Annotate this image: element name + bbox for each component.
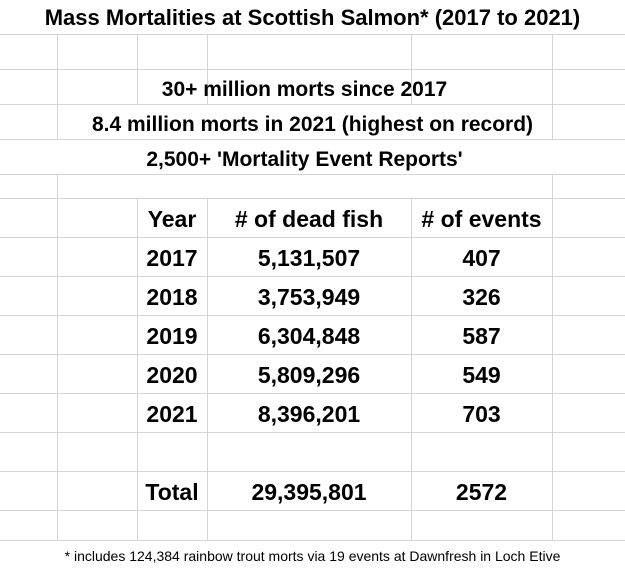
dead-fish-cell: 3,753,949 <box>257 284 361 310</box>
gridline <box>0 432 625 433</box>
dead-fish-cell: 5,809,296 <box>257 362 361 388</box>
gridline <box>0 69 625 70</box>
gridline <box>552 34 553 540</box>
merged-cell <box>58 175 551 198</box>
events-cell: 549 <box>462 362 501 388</box>
events-cell: 703 <box>462 401 501 427</box>
gridline <box>0 471 625 472</box>
gridline <box>0 237 625 238</box>
gridline <box>0 139 625 140</box>
header-year: Year <box>147 206 197 232</box>
merged-cell <box>0 140 625 174</box>
events-cell: 587 <box>462 323 501 349</box>
gridline <box>0 393 625 394</box>
summary-event-reports: 2,500+ 'Mortality Event Reports' <box>146 148 463 171</box>
dead-fish-cell: 8,396,201 <box>257 401 361 427</box>
year-cell: 2019 <box>146 323 198 349</box>
total-dead-fish: 29,395,801 <box>251 479 367 505</box>
gridline <box>0 540 625 541</box>
merged-cell <box>58 105 551 139</box>
gridline <box>0 104 625 105</box>
footnote: * includes 124,384 rainbow trout morts v… <box>64 548 561 564</box>
year-cell: 2020 <box>146 362 198 388</box>
gridline <box>0 198 625 199</box>
merged-cell <box>0 541 625 572</box>
gridline <box>0 276 625 277</box>
year-cell: 2017 <box>146 245 198 271</box>
gridline <box>207 34 208 540</box>
events-cell: 326 <box>462 284 501 310</box>
dead-fish-cell: 6,304,848 <box>257 323 361 349</box>
gridline <box>137 34 138 540</box>
year-cell: 2021 <box>146 401 198 427</box>
total-label: Total <box>145 479 199 505</box>
header-dead-fish: # of dead fish <box>234 206 384 232</box>
gridline <box>57 34 58 540</box>
gridline <box>0 315 625 316</box>
summary-2021-morts: 8.4 million morts in 2021 (highest on re… <box>91 113 534 136</box>
events-cell: 407 <box>462 245 501 271</box>
gridline <box>57 104 58 140</box>
gridline <box>552 174 553 198</box>
gridline <box>411 34 412 540</box>
gridline <box>0 510 625 511</box>
page-title: Mass Mortalities at Scottish Salmon* (20… <box>44 5 581 30</box>
gridline <box>0 354 625 355</box>
gridline <box>0 34 625 35</box>
total-events: 2572 <box>455 479 508 505</box>
header-events: # of events <box>421 206 542 232</box>
gridline <box>57 174 58 198</box>
summary-total-morts: 30+ million morts since 2017 <box>161 78 448 101</box>
dead-fish-cell: 5,131,507 <box>257 245 361 271</box>
gridline <box>0 174 625 175</box>
gridline <box>552 104 553 140</box>
year-cell: 2018 <box>146 284 198 310</box>
